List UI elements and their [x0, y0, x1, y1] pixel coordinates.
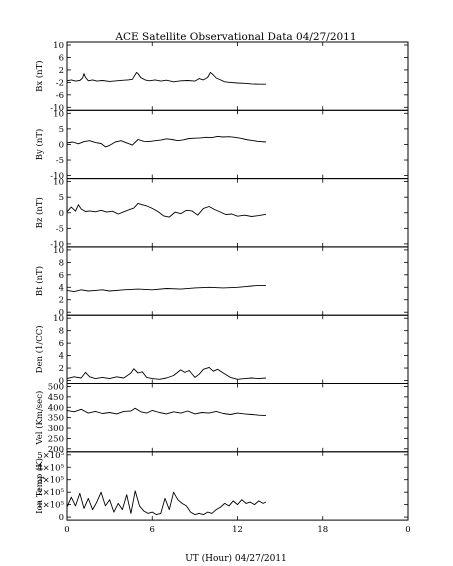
y-axis-label-den: Den (1/CC)	[34, 325, 45, 373]
y-tick-label-bx: -6	[56, 91, 64, 101]
y-tick-label-vel: 300	[48, 424, 64, 434]
y-tick-label-bx: 2	[59, 66, 64, 76]
y-tick-label-vel: 350	[48, 414, 64, 424]
y-axis-label-bt: Bt (nT)	[34, 266, 45, 296]
y-axis-label-bx: Bx (nT)	[34, 60, 45, 92]
x-tick-label: 0	[64, 525, 69, 535]
series-line-by	[66, 135, 266, 148]
panel-bt: 10 8 6 4 2 0 Bt (nT)	[34, 246, 409, 318]
y-tick-label-bz: -5	[56, 224, 64, 234]
series-line-vel	[66, 407, 266, 417]
y-tick-label-bx: -10	[50, 103, 64, 113]
y-tick-label-vel: 200	[48, 445, 64, 455]
y-tick-label-by: 5	[59, 125, 64, 135]
y-tick-label-temp: 3×10⁵	[37, 476, 64, 486]
y-tick-label-bt: 6	[59, 271, 64, 281]
y-tick-label-by: -5	[56, 156, 64, 166]
y-tick-label-den: 0	[59, 377, 64, 387]
y-tick-label-bx: -2	[56, 78, 64, 88]
series-line-bt	[66, 284, 266, 293]
y-tick-label-bx: 6	[59, 53, 64, 63]
panel-frame-bt	[66, 246, 409, 316]
y-tick-label-bz: 5	[59, 193, 64, 203]
y-tick-label-temp: 2×10⁵	[37, 488, 64, 498]
panel-frame-bz	[66, 178, 409, 248]
panel-bz: 10 5 0 -5 -10 Bz (nT)	[34, 178, 409, 250]
y-tick-label-bx: 10	[53, 41, 64, 51]
y-tick-label-bt: 2	[59, 296, 64, 306]
y-tick-label-bz: -10	[50, 240, 64, 250]
y-tick-label-bt: 8	[59, 258, 64, 268]
series-line-temp	[66, 490, 267, 516]
y-tick-label-bz: 10	[53, 178, 64, 188]
x-tick-label: 0	[405, 525, 410, 535]
panel-temp: 5×10⁵ 4×10⁵ 3×10⁵ 2×10⁵ 1×10⁵ 0 Ion Temp (K)	[34, 451, 409, 523]
y-tick-label-den: 10	[53, 314, 64, 324]
x-tick-label: 6	[150, 525, 155, 535]
y-tick-label-bt: 10	[53, 246, 64, 256]
y-tick-label-by: -10	[50, 172, 64, 182]
panel-frame-by	[66, 109, 409, 180]
chart-panels: 10 6 2 -2 -6 -10 Bx (nT) 10 5 0 -5 -10 By (nT) 10 5 0 -5…	[34, 41, 411, 535]
y-tick-label-bt: 0	[59, 308, 64, 318]
panel-den: 10 8 6 4 2 0 Den (1/CC)	[34, 314, 409, 387]
series-line-den	[66, 366, 266, 380]
panel-bx: 10 6 2 -2 -6 -10 Bx (nT)	[34, 41, 409, 113]
y-tick-label-temp: 5×10⁵	[37, 451, 64, 461]
x-tick-label: 18	[317, 525, 328, 535]
y-tick-label-den: 6	[59, 339, 64, 349]
y-axis-label-vel: Vel (Km/sec)	[34, 391, 45, 446]
panel-frame-bx	[66, 41, 409, 111]
y-tick-label-den: 8	[59, 327, 64, 337]
y-tick-label-vel: 400	[48, 403, 64, 413]
chart-title: ACE Satellite Observational Data 04/27/2…	[114, 31, 356, 43]
y-tick-label-vel: 500	[48, 383, 64, 393]
panel-frame-temp	[66, 451, 409, 521]
y-tick-label-vel: 450	[48, 393, 64, 403]
y-tick-label-temp: 0	[59, 513, 64, 523]
y-tick-label-temp: 1×10⁵	[37, 501, 64, 511]
x-axis-label: UT (Hour) 04/27/2011	[185, 553, 287, 564]
panel-by: 10 5 0 -5 -10 By (nT)	[34, 109, 409, 182]
y-tick-label-bz: 0	[59, 209, 64, 219]
series-line-bz	[66, 202, 266, 218]
y-tick-label-bt: 4	[59, 283, 64, 293]
y-axis-label-by: By (nT)	[34, 129, 45, 161]
y-tick-label-by: 0	[59, 140, 64, 150]
series-line-bx	[66, 71, 266, 85]
y-tick-label-by: 10	[53, 109, 64, 119]
y-tick-label-vel: 250	[48, 434, 64, 444]
y-axis-label-temp: Ion Temp (K)	[34, 458, 45, 514]
y-tick-label-den: 2	[59, 364, 64, 374]
panel-frame-vel	[66, 383, 409, 453]
y-tick-label-temp: 4×10⁵	[37, 463, 64, 473]
x-tick-label: 12	[232, 525, 243, 535]
y-axis-label-bz: Bz (nT)	[34, 197, 45, 228]
panel-frame-den	[66, 314, 409, 385]
y-tick-label-den: 4	[59, 352, 64, 362]
